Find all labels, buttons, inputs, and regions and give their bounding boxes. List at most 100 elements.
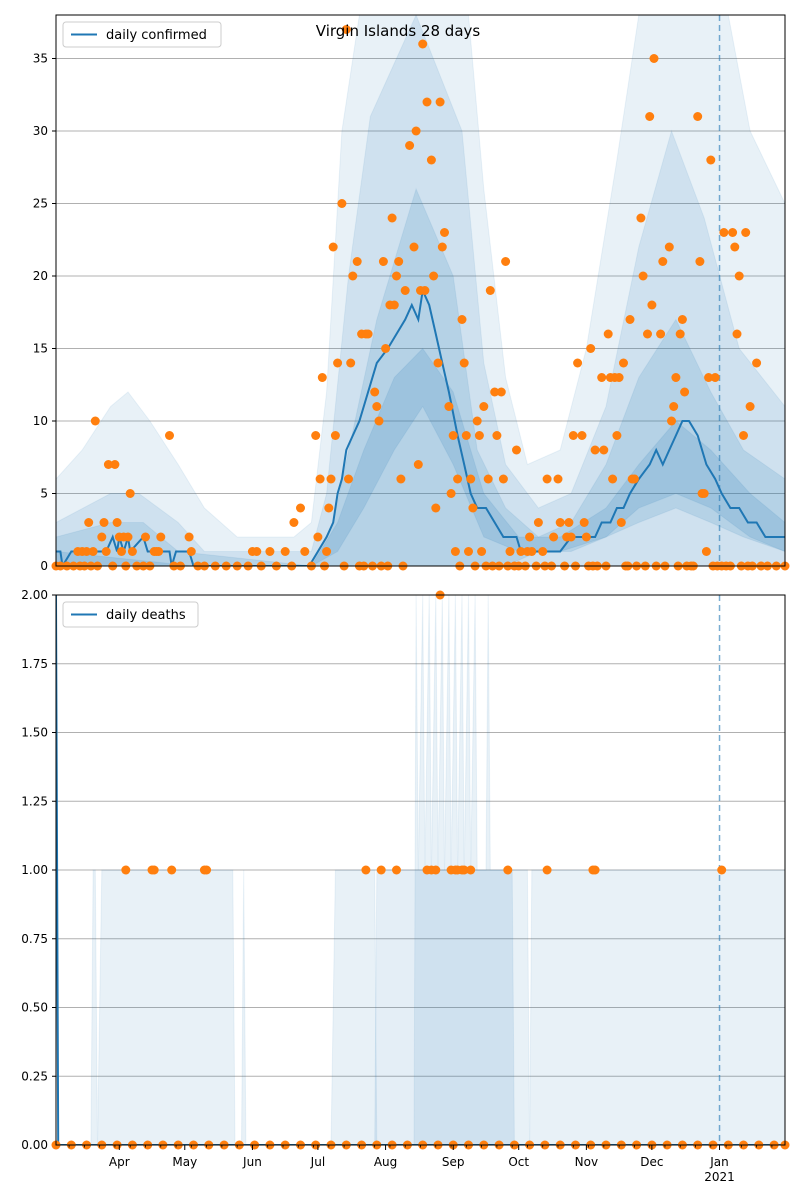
data-point [472,416,482,426]
data-point [496,387,506,397]
data-point [483,474,493,484]
y-tick-label: 25 [33,197,48,211]
data-point [680,387,690,397]
data-point [533,518,543,527]
data-point [669,402,679,411]
data-point [167,865,177,875]
data-point [512,445,521,455]
data-point [498,474,508,484]
x-tick-label: Jun [242,1155,262,1169]
data-point [579,518,589,527]
data-point [704,373,714,382]
data-point [418,39,428,49]
data-point [564,518,574,527]
data-point [361,865,371,875]
legend: daily confirmed [62,21,222,48]
data-point [717,865,727,875]
data-point [392,271,401,281]
data-point [265,547,275,556]
y-tick-label: 2.00 [21,588,48,602]
data-point [165,431,174,440]
series-line [56,595,785,1145]
data-point [581,532,591,542]
y-tick-label: 30 [33,124,48,138]
data-point [553,474,563,484]
data-point [121,865,131,875]
data-point [346,358,356,368]
data-point [719,228,729,237]
data-point [485,286,495,295]
data-point [555,518,565,527]
x-tick-label: Sep [442,1155,465,1169]
data-point [315,474,325,484]
data-point [636,213,646,223]
legend-label: daily deaths [106,608,186,623]
data-point [629,474,639,484]
data-point [110,460,120,469]
data-point [422,97,432,107]
data-point [112,518,122,527]
data-point [413,460,423,469]
confidence-band [56,187,785,566]
data-point [566,532,576,542]
data-point [599,445,609,455]
plot-area [56,595,785,1145]
x-tick-label: Jan [709,1155,729,1169]
data-point [675,329,685,339]
y-tick-label: 1.50 [21,726,48,740]
data-point [149,865,159,875]
data-point [396,474,406,484]
data-point [117,547,126,556]
data-point [313,532,323,542]
deaths-panel: 0.00 0.25 0.50 0.75 1.00 1.25 1.50 1.75 2.00 dail… [21,588,790,1184]
data-point [732,329,742,339]
data-point [433,358,443,368]
data-point [734,271,744,281]
data-point [352,257,362,266]
y-tick-label: 15 [33,342,48,356]
data-point [300,547,310,556]
data-point [389,300,399,310]
data-point [590,445,600,455]
data-point [381,344,391,353]
data-point [612,431,622,440]
data-point [333,358,343,368]
data-point [468,503,478,513]
data-point [322,547,332,556]
y-tick-label: 20 [33,269,48,283]
data-point [311,431,321,440]
data-point [477,547,487,556]
data-point [538,547,548,556]
data-point [202,865,212,875]
data-point [728,228,738,237]
y-tick-label: 0.50 [21,1001,48,1015]
data-point [603,329,613,339]
data-point [387,213,397,223]
data-point [411,126,421,136]
y-tick-label: 0 [40,559,48,573]
data-point [752,358,762,368]
data-point [280,547,290,556]
data-point [573,358,583,368]
data-point [466,474,476,484]
data-point [616,518,626,527]
data-point [372,402,382,411]
data-point [459,358,469,368]
data-point [90,416,100,426]
data-point [141,532,150,542]
data-point [330,431,340,440]
x-tick-label: May [172,1155,197,1169]
data-point [503,865,513,875]
data-point [289,518,299,527]
data-point [542,865,552,875]
data-point [619,358,628,368]
y-tick-label: 0.75 [21,932,48,946]
data-point [739,431,748,440]
data-point [374,416,384,426]
y-tick-label: 0.25 [21,1069,48,1083]
x-tick-label: 2021 [704,1170,735,1184]
data-point [505,547,515,556]
data-point [649,54,659,63]
data-point [527,547,537,556]
